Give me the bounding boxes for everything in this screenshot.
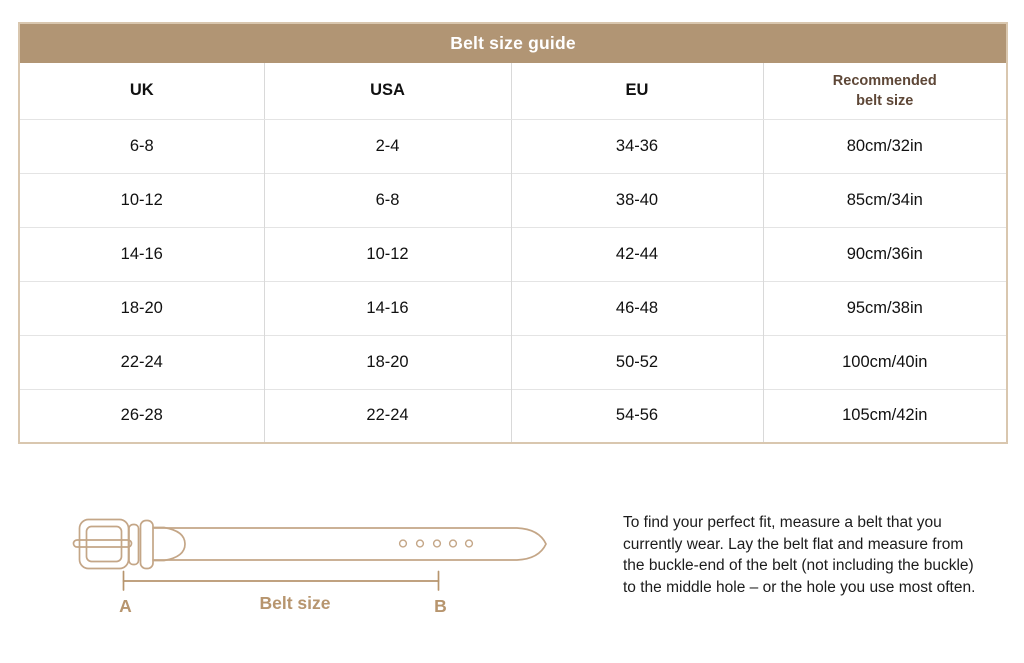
size-table-body: 6-8 2-4 34-36 80cm/32in 10-12 6-8 38-40 85cm/34… <box>19 119 1008 443</box>
size-cell: 34-36 <box>510 119 763 173</box>
table-row: 22-24 18-20 50-52 100cm/40in <box>19 334 1008 389</box>
belt-illustration <box>72 518 547 570</box>
table-row: 10-12 6-8 38-40 85cm/34in <box>19 172 1008 227</box>
size-cell: 6-8 <box>19 119 264 173</box>
size-cell: 10-12 <box>19 172 264 227</box>
size-cell: 14-16 <box>263 280 511 335</box>
size-cell: 38-40 <box>510 172 763 227</box>
size-cell: 18-20 <box>263 334 511 389</box>
belt-size-table: Belt size guide UK USA EU Recommended be… <box>18 22 1009 444</box>
column-header-recommended: Recommended belt size <box>762 63 1008 120</box>
table-row: 14-16 10-12 42-44 90cm/36in <box>19 226 1008 281</box>
table-row: 26-28 22-24 54-56 105cm/42in <box>19 388 1008 443</box>
belt-buckle-icon <box>72 518 133 570</box>
size-cell: 18-20 <box>19 280 264 335</box>
table-row: 18-20 14-16 46-48 95cm/38in <box>19 280 1008 335</box>
size-cell: 22-24 <box>263 388 511 443</box>
size-cell: 46-48 <box>510 280 763 335</box>
size-cell: 54-56 <box>510 388 763 443</box>
belt-loop-icon <box>128 519 186 570</box>
belt-holes <box>398 539 474 548</box>
label-point-b: B <box>434 596 447 616</box>
size-cell: 42-44 <box>510 226 763 281</box>
size-cell: 85cm/34in <box>762 172 1008 227</box>
column-header-uk: UK <box>19 63 264 120</box>
table-row: 6-8 2-4 34-36 80cm/32in <box>19 119 1008 173</box>
size-cell: 2-4 <box>263 119 511 173</box>
size-cell: 80cm/32in <box>762 119 1008 173</box>
size-cell: 22-24 <box>19 334 264 389</box>
measurement-line <box>122 570 440 591</box>
column-header-usa: USA <box>263 63 511 120</box>
size-cell: 50-52 <box>510 334 763 389</box>
size-cell: 90cm/36in <box>762 226 1008 281</box>
size-cell: 6-8 <box>263 172 511 227</box>
table-header-row: UK USA EU Recommended belt size <box>19 63 1008 120</box>
size-cell: 10-12 <box>263 226 511 281</box>
label-point-a: A <box>119 596 132 616</box>
size-cell: 14-16 <box>19 226 264 281</box>
belt-strap <box>152 527 547 561</box>
size-cell: 100cm/40in <box>762 334 1008 389</box>
belt-diagram: A Belt size B <box>60 500 580 630</box>
measurement-instructions: To find your perfect fit, measure a belt… <box>623 514 976 596</box>
size-cell: 95cm/38in <box>762 280 1008 335</box>
measurement-label: Belt size <box>260 593 331 613</box>
table-title-row: Belt size guide <box>19 23 1008 63</box>
table-title: Belt size guide <box>19 23 1008 63</box>
size-cell: 26-28 <box>19 388 264 443</box>
size-cell: 105cm/42in <box>762 388 1008 443</box>
column-header-eu: EU <box>510 63 763 120</box>
